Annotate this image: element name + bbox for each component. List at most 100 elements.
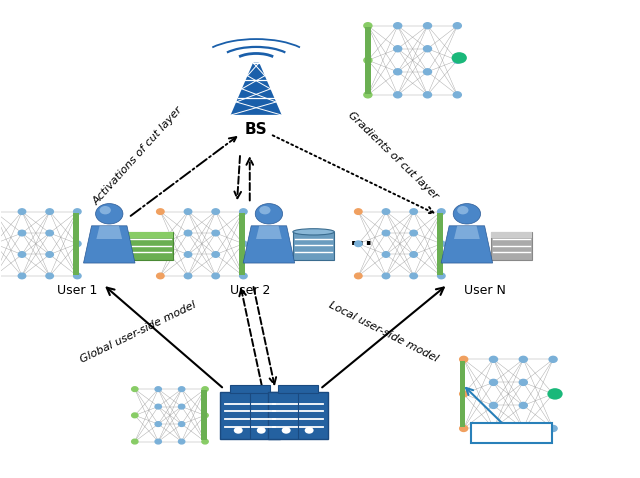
Circle shape (179, 422, 185, 426)
Circle shape (519, 380, 527, 385)
Circle shape (155, 387, 161, 391)
Circle shape (95, 204, 123, 224)
Circle shape (74, 241, 81, 247)
Circle shape (394, 92, 402, 98)
FancyBboxPatch shape (365, 27, 371, 94)
Circle shape (453, 92, 461, 98)
Circle shape (155, 422, 161, 426)
Circle shape (19, 273, 26, 279)
Text: User 2: User 2 (230, 284, 270, 297)
Circle shape (549, 425, 557, 432)
Text: ...: ... (349, 229, 373, 249)
Circle shape (490, 402, 497, 408)
Circle shape (155, 404, 161, 409)
FancyBboxPatch shape (278, 385, 318, 393)
Text: User N: User N (464, 284, 506, 297)
Circle shape (74, 209, 81, 215)
FancyBboxPatch shape (129, 232, 173, 238)
Circle shape (19, 209, 26, 215)
Circle shape (355, 273, 362, 279)
Circle shape (179, 387, 185, 391)
Circle shape (19, 230, 26, 236)
Circle shape (132, 413, 138, 418)
FancyBboxPatch shape (230, 385, 270, 393)
Ellipse shape (293, 228, 334, 235)
Circle shape (212, 273, 220, 279)
Polygon shape (243, 226, 294, 263)
FancyBboxPatch shape (437, 213, 443, 275)
Circle shape (184, 230, 192, 236)
Circle shape (519, 356, 527, 362)
Circle shape (549, 356, 557, 362)
Circle shape (453, 23, 461, 29)
Circle shape (157, 273, 164, 279)
Circle shape (19, 252, 26, 257)
FancyBboxPatch shape (491, 232, 532, 238)
Circle shape (453, 57, 461, 63)
FancyBboxPatch shape (460, 360, 465, 427)
Circle shape (410, 230, 417, 236)
Circle shape (155, 439, 161, 444)
Circle shape (424, 92, 431, 98)
Polygon shape (97, 226, 122, 239)
Circle shape (184, 273, 192, 279)
Circle shape (157, 209, 164, 215)
Polygon shape (256, 226, 282, 239)
Polygon shape (83, 226, 135, 263)
Circle shape (490, 425, 497, 432)
Circle shape (255, 204, 283, 224)
Circle shape (424, 46, 431, 52)
FancyBboxPatch shape (491, 232, 532, 261)
Circle shape (179, 439, 185, 444)
Circle shape (46, 273, 53, 279)
Circle shape (382, 230, 390, 236)
Circle shape (410, 209, 417, 215)
Circle shape (519, 425, 527, 432)
Circle shape (239, 273, 247, 279)
Text: Gradients of cut layer: Gradients of cut layer (346, 110, 440, 201)
Circle shape (394, 69, 402, 75)
FancyBboxPatch shape (470, 423, 552, 444)
Circle shape (438, 209, 445, 215)
Circle shape (184, 252, 192, 257)
Circle shape (157, 241, 164, 247)
Circle shape (382, 252, 390, 257)
Circle shape (212, 230, 220, 236)
Circle shape (239, 209, 247, 215)
Circle shape (305, 427, 314, 434)
Circle shape (549, 391, 557, 397)
Polygon shape (230, 63, 282, 115)
Circle shape (282, 427, 291, 434)
Circle shape (460, 391, 468, 397)
FancyBboxPatch shape (73, 213, 79, 275)
Circle shape (179, 404, 185, 409)
Circle shape (547, 388, 563, 400)
Circle shape (519, 402, 527, 408)
Circle shape (364, 23, 372, 29)
Circle shape (457, 206, 468, 215)
Circle shape (364, 57, 372, 63)
Circle shape (424, 69, 431, 75)
Text: Activations of cut layer: Activations of cut layer (92, 105, 185, 206)
Circle shape (460, 425, 468, 432)
Circle shape (132, 387, 138, 391)
Circle shape (410, 273, 417, 279)
Circle shape (100, 206, 111, 215)
FancyBboxPatch shape (268, 392, 328, 439)
Polygon shape (441, 226, 493, 263)
Circle shape (202, 439, 208, 444)
Circle shape (394, 23, 402, 29)
FancyBboxPatch shape (220, 392, 280, 439)
Circle shape (438, 241, 445, 247)
FancyBboxPatch shape (201, 391, 207, 440)
Circle shape (46, 230, 53, 236)
Circle shape (259, 206, 271, 215)
Circle shape (234, 427, 243, 434)
Text: Global user-side model: Global user-side model (78, 299, 198, 364)
Circle shape (382, 273, 390, 279)
Circle shape (355, 209, 362, 215)
FancyBboxPatch shape (293, 232, 334, 261)
Circle shape (239, 241, 247, 247)
Circle shape (184, 209, 192, 215)
Circle shape (394, 46, 402, 52)
